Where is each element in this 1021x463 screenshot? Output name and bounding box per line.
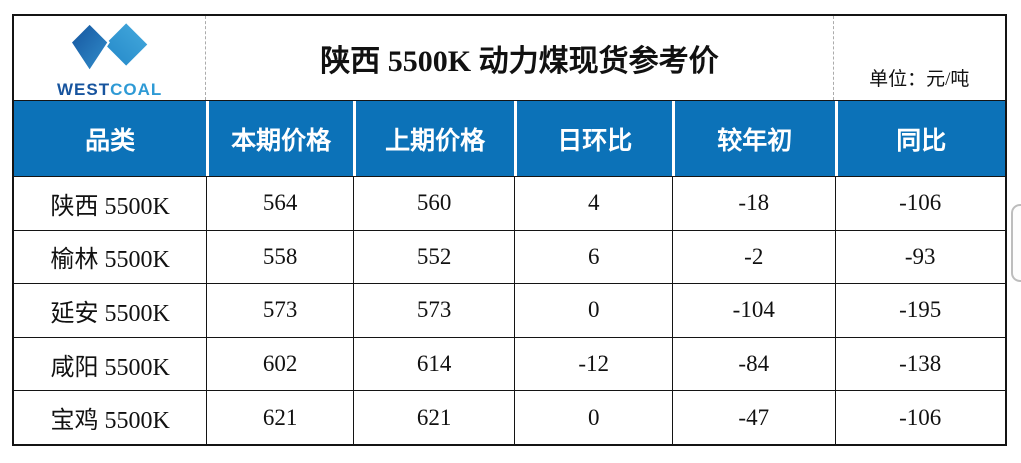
cell-yoy-change: -195	[834, 284, 1005, 337]
cell-category: 咸阳 5500K	[14, 337, 207, 391]
column-header-category: 品类	[14, 101, 207, 176]
page-title: 陕西 5500K 动力煤现货参考价	[206, 16, 834, 100]
column-header-day-change: 日环比	[514, 101, 672, 176]
cell-category: 宝鸡 5500K	[14, 391, 207, 444]
cell-yoy-change: -106	[834, 391, 1005, 444]
cell-category: 榆林 5500K	[14, 230, 207, 284]
column-header-yoy-change: 同比	[834, 101, 1005, 176]
card-header-band: WESTCOAL 陕西 5500K 动力煤现货参考价 单位：元/吨	[14, 16, 1005, 100]
price-table-card: WESTCOAL 陕西 5500K 动力煤现货参考价 单位：元/吨 品类 本期价…	[12, 14, 1007, 446]
brand-word-coal: COAL	[110, 80, 163, 99]
cell-current-price: 621	[206, 391, 353, 444]
column-header-current-price: 本期价格	[206, 101, 353, 176]
brand-word-west: WEST	[56, 80, 111, 99]
column-header-ytd-change: 较年初	[672, 101, 835, 176]
cell-current-price: 573	[206, 284, 353, 337]
cell-current-price: 602	[206, 337, 353, 391]
table-row: 宝鸡 5500K 621 621 0 -47 -106	[14, 390, 1005, 444]
cell-ytd-change: -104	[672, 284, 835, 337]
cell-yoy-change: -106	[834, 177, 1005, 230]
cell-previous-price: 621	[352, 391, 515, 444]
cell-ytd-change: -18	[672, 177, 835, 230]
cell-yoy-change: -138	[834, 337, 1005, 391]
cell-current-price: 564	[206, 177, 353, 230]
cell-ytd-change: -2	[672, 230, 835, 284]
cell-previous-price: 573	[352, 284, 515, 337]
cell-yoy-change: -93	[834, 230, 1005, 284]
table-header-row: 品类 本期价格 上期价格 日环比 较年初 同比	[14, 100, 1005, 176]
cell-day-change: 4	[514, 177, 672, 230]
scrollbar-thumb[interactable]	[1011, 204, 1021, 282]
table-row: 延安 5500K 573 573 0 -104 -195	[14, 283, 1005, 337]
column-header-previous-price: 上期价格	[352, 101, 515, 176]
unit-label: 单位：元/吨	[869, 69, 970, 90]
cell-day-change: 0	[514, 391, 672, 444]
cell-category: 延安 5500K	[14, 284, 207, 337]
cell-current-price: 558	[206, 230, 353, 284]
cell-previous-price: 614	[352, 337, 515, 391]
cell-previous-price: 560	[352, 177, 515, 230]
table-row: 咸阳 5500K 602 614 -12 -84 -138	[14, 336, 1005, 391]
cell-ytd-change: -47	[672, 391, 835, 444]
table-row: 榆林 5500K 558 552 6 -2 -93	[14, 229, 1005, 284]
cell-day-change: 0	[514, 284, 672, 337]
table-row: 陕西 5500K 564 560 4 -18 -106	[14, 176, 1005, 230]
cell-previous-price: 552	[352, 230, 515, 284]
cell-day-change: -12	[514, 337, 672, 391]
cell-day-change: 6	[514, 230, 672, 284]
brand-logo: WESTCOAL	[14, 16, 207, 100]
brand-wordmark: WESTCOAL	[57, 81, 162, 98]
cell-ytd-change: -84	[672, 337, 835, 391]
westcoal-logo-icon	[67, 21, 153, 79]
cell-category: 陕西 5500K	[14, 177, 207, 230]
